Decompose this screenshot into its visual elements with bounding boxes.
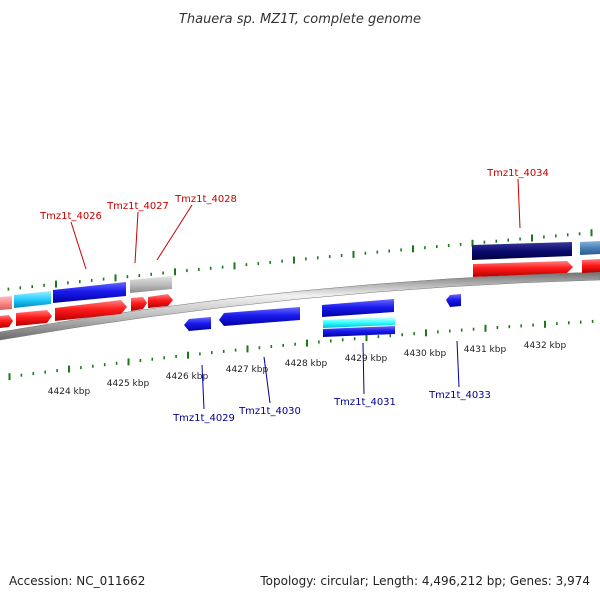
forward-strand-features bbox=[0, 241, 600, 328]
scale-labels: 4424 kbp 4425 kbp 4426 kbp 4427 kbp 4428… bbox=[48, 341, 567, 397]
forward-tick-ruler bbox=[7, 229, 593, 291]
gene-arrow-red bbox=[16, 310, 52, 326]
label-leader-line bbox=[517, 178, 521, 229]
gene-arrow-blue bbox=[446, 294, 461, 307]
reverse-strand-features bbox=[184, 294, 461, 337]
scale-label: 4425 kbp bbox=[107, 379, 150, 389]
label-leader-line bbox=[456, 340, 460, 388]
scale-label: 4431 kbp bbox=[464, 345, 507, 355]
gene-arrow-red bbox=[131, 297, 147, 311]
gene-label-tmz1t-4026: Tmz1t_4026 bbox=[39, 211, 102, 222]
scale-label: 4430 kbp bbox=[404, 349, 447, 359]
scale-label: 4429 kbp bbox=[345, 354, 388, 364]
map-title: Thauera sp. MZ1T, complete genome bbox=[179, 12, 421, 27]
gene-feature-steel bbox=[580, 241, 600, 255]
scale-label: 4426 kbp bbox=[166, 372, 209, 382]
gene-feature-blue bbox=[53, 282, 126, 303]
reverse-tick-ruler bbox=[8, 319, 594, 381]
scale-label: 4424 kbp bbox=[48, 387, 91, 397]
gene-label-tmz1t-4033: Tmz1t_4033 bbox=[428, 390, 491, 401]
gene-feature-cyan bbox=[14, 291, 51, 308]
gene-label-tmz1t-4030: Tmz1t_4030 bbox=[238, 406, 301, 417]
forward-gene-labels: Tmz1t_4026 Tmz1t_4027 Tmz1t_4028 Tmz1t_4… bbox=[39, 168, 549, 270]
gene-arrow-red bbox=[55, 300, 127, 321]
label-leader-line bbox=[134, 211, 139, 264]
gene-feature-gray bbox=[130, 276, 172, 293]
label-leader-line bbox=[201, 364, 205, 410]
gene-label-tmz1t-4027: Tmz1t_4027 bbox=[106, 201, 169, 212]
reverse-gene-labels: Tmz1t_4029 Tmz1t_4030 Tmz1t_4031 Tmz1t_4… bbox=[172, 340, 491, 424]
gene-arrow-red bbox=[0, 315, 13, 328]
gene-arrow-red bbox=[148, 294, 173, 308]
gene-feature-cyan bbox=[323, 317, 395, 328]
scale-label: 4427 kbp bbox=[226, 365, 269, 375]
accession-text: Accession: NC_011662 bbox=[9, 574, 146, 588]
gene-label-tmz1t-4034: Tmz1t_4034 bbox=[486, 168, 549, 179]
scale-label: 4428 kbp bbox=[285, 359, 328, 369]
gene-arrow-blue bbox=[219, 307, 300, 326]
genome-backbone bbox=[0, 271, 600, 341]
gene-arrow-red bbox=[582, 259, 600, 273]
genome-summary-text: Topology: circular; Length: 4,496,212 bp… bbox=[260, 574, 590, 588]
gene-label-tmz1t-4031: Tmz1t_4031 bbox=[333, 397, 396, 408]
gene-arrow-blue bbox=[322, 299, 394, 317]
gene-arrow-blue bbox=[184, 317, 211, 331]
gene-label-tmz1t-4029: Tmz1t_4029 bbox=[172, 413, 235, 424]
gene-label-tmz1t-4028: Tmz1t_4028 bbox=[174, 194, 237, 205]
gene-feature-blue bbox=[323, 326, 395, 337]
label-leader-line bbox=[263, 356, 271, 404]
label-leader-line bbox=[156, 204, 193, 261]
scale-label: 4432 kbp bbox=[524, 341, 567, 351]
gene-feature-navy bbox=[472, 242, 572, 260]
gene-arrow-red bbox=[473, 261, 573, 277]
label-leader-line bbox=[70, 221, 87, 270]
label-leader-line bbox=[362, 342, 365, 395]
gene-feature-pink bbox=[0, 296, 12, 310]
